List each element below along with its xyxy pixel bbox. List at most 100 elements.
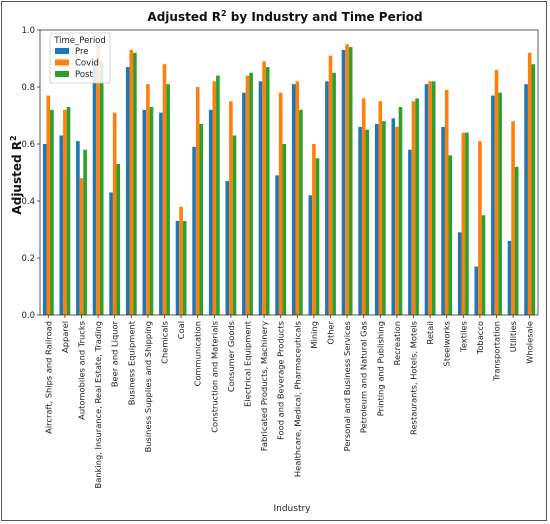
bar-pre <box>76 141 80 315</box>
bar-pre <box>391 118 396 315</box>
legend-label-covid: Covid <box>75 59 99 69</box>
bar-post <box>332 72 336 315</box>
bar-post <box>99 61 104 315</box>
x-tick-label: Retail <box>425 321 435 344</box>
bar-covid <box>129 49 134 315</box>
legend-swatch-covid <box>55 59 69 66</box>
y-tick-label: 0.6 <box>21 140 35 150</box>
bar-pre <box>341 49 346 315</box>
bar-pre <box>408 149 412 315</box>
legend-swatch-pre <box>55 48 69 54</box>
legend-swatch-post <box>55 71 69 77</box>
x-tick-label: Restaurants, Hotels, Motels <box>409 321 419 435</box>
x-tick-label: Other <box>326 320 336 344</box>
bar-pre <box>125 67 130 315</box>
bar-covid <box>278 92 283 315</box>
bar-post <box>481 215 486 315</box>
bar-post <box>448 155 453 315</box>
y-tick-label: 0.2 <box>21 254 35 264</box>
bar-pre <box>208 109 213 315</box>
bar-covid <box>312 144 316 315</box>
bar-covid <box>328 55 333 316</box>
bar-pre <box>242 92 246 315</box>
bar-pre <box>308 195 313 315</box>
bar-pre <box>159 112 163 316</box>
bar-post <box>83 149 87 315</box>
bar-post <box>348 47 353 315</box>
bar-covid <box>428 81 432 315</box>
y-tick-label: 0.0 <box>21 311 35 321</box>
bar-pre <box>325 81 329 315</box>
bar-covid <box>295 81 300 315</box>
x-tick-label: Automobiles and Trucks <box>77 321 87 420</box>
bar-covid <box>229 101 233 315</box>
chart-title: Adjusted R2 by Industry and Time Period <box>147 9 422 24</box>
bar-pre <box>42 144 47 315</box>
bar-post <box>50 109 54 315</box>
bar-pre <box>109 192 113 315</box>
bar-covid <box>245 75 250 315</box>
x-tick-label: Transportation <box>492 321 502 382</box>
x-tick-label: Personal and Business Services <box>342 321 352 451</box>
x-tick-label: Fabricated Products, Machinery <box>259 321 269 451</box>
x-tick-label: Textiles <box>458 321 468 353</box>
bar-covid <box>195 87 200 315</box>
x-tick-label: Coal <box>176 321 186 339</box>
bar-pre <box>491 95 495 315</box>
bar-covid <box>63 109 67 315</box>
bar-post <box>382 121 386 315</box>
x-tick-label: Petroleum and Natural Gas <box>359 321 369 433</box>
axes-group: 0.0 0.2 0.4 0.6 0.8 1.0 Aircraft, Ships and Ra… <box>21 26 539 488</box>
legend-label-pre: Pre <box>75 47 89 57</box>
x-tick-label: Wholesale <box>525 321 535 364</box>
bar-covid <box>395 126 399 316</box>
x-axis-label: Industry <box>273 504 311 514</box>
x-tick-label: Electrical Equipment <box>243 320 253 407</box>
bar-pre <box>358 126 362 316</box>
y-axis-label: Adjusted R2 <box>9 135 24 214</box>
bar-post <box>299 109 303 315</box>
bar-covid <box>527 52 532 316</box>
bar-pre <box>175 220 180 315</box>
bar-pre <box>59 135 64 315</box>
bar-pre <box>441 126 445 316</box>
bar-covid <box>345 44 349 315</box>
x-tick-label: Healthcare, Medical, Pharmaceuticals <box>292 321 302 477</box>
bar-pre <box>507 240 512 315</box>
axes-frame <box>39 29 539 316</box>
bar-covid <box>146 84 150 316</box>
x-tick-label: Beer and Liquor <box>110 320 120 387</box>
bar-post <box>232 135 237 315</box>
bar-post <box>531 64 536 315</box>
bar-pre <box>258 81 263 315</box>
bar-post <box>149 106 154 315</box>
x-tick-label: Apparel <box>60 321 70 353</box>
bar-post <box>398 106 403 315</box>
y-tick-label: 0.8 <box>21 83 35 93</box>
bar-pre <box>192 146 196 315</box>
bar-covid <box>46 95 51 315</box>
bar-covid <box>162 64 167 315</box>
bar-post <box>249 72 253 315</box>
x-tick-label: Utilities <box>508 321 518 352</box>
bar-pre <box>291 84 296 316</box>
bar-post <box>498 92 502 315</box>
legend-box <box>49 32 111 84</box>
bar-pre <box>225 181 230 315</box>
bar-covid <box>478 141 482 315</box>
x-tick-label: Recreation <box>392 321 402 365</box>
bar-pre <box>374 124 379 315</box>
x-tick-label: Communication <box>193 321 203 386</box>
legend-title: Time_Period <box>53 36 106 46</box>
bar-covid <box>112 112 117 316</box>
x-tick-label: Business Supplies and Shipping <box>143 321 153 452</box>
bar-covid <box>262 61 266 315</box>
bar-post <box>216 75 220 315</box>
bar-covid <box>212 81 217 315</box>
x-tick-label: Food and Beverage Products <box>276 321 286 440</box>
bar-pre <box>424 84 429 316</box>
bar-post <box>514 166 519 315</box>
bar-post <box>116 163 121 315</box>
